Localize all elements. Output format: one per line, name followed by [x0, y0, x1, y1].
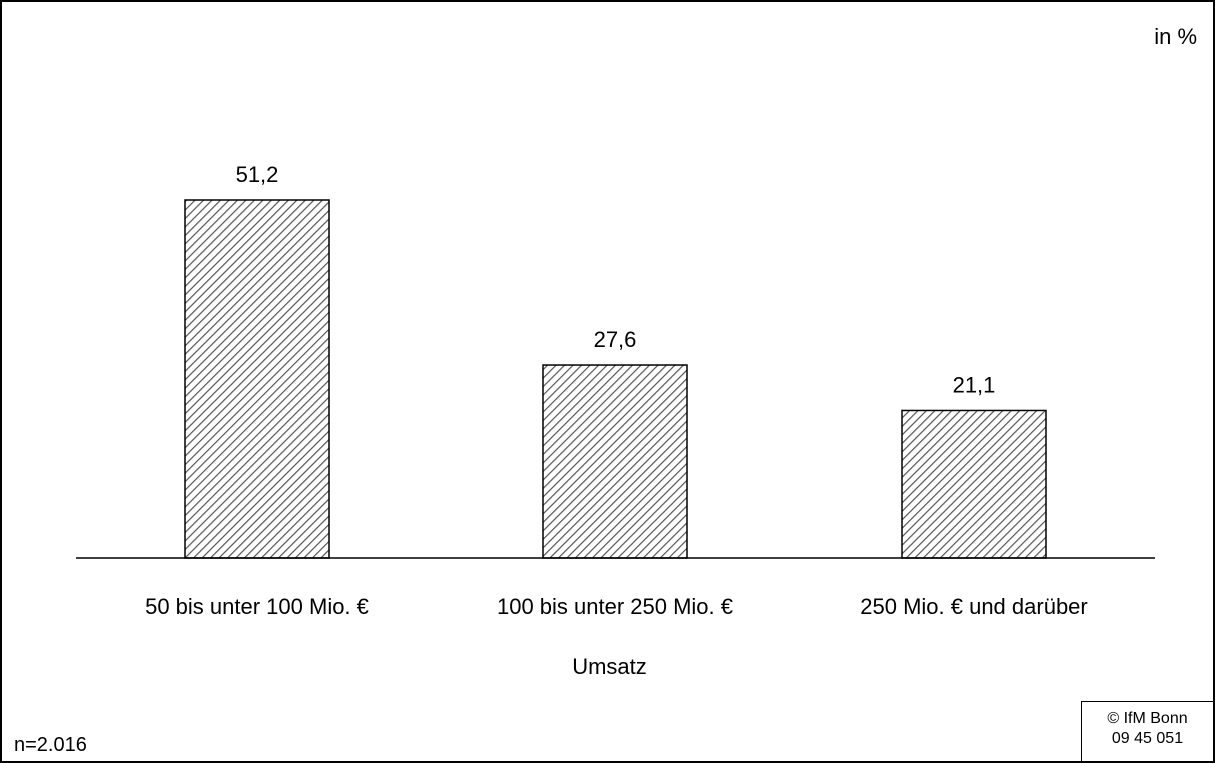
value-label-1: 51,2: [236, 162, 279, 187]
copyright-line-1: © IfM Bonn: [1107, 710, 1188, 727]
category-label-3: 250 Mio. € und darüber: [860, 594, 1088, 619]
bar-2: [542, 364, 688, 559]
unit-label: in %: [1154, 24, 1197, 49]
bar-1: [184, 199, 330, 559]
copyright-line-2: 09 45 051: [1111, 730, 1184, 747]
sample-size-note: n=2.016: [14, 734, 87, 756]
x-axis-title: Umsatz: [572, 654, 647, 679]
value-label-3: 21,1: [953, 372, 996, 397]
category-label-1: 50 bis unter 100 Mio. €: [145, 594, 369, 619]
copyright-box: © IfM Bonn 09 45 051: [1081, 701, 1213, 761]
value-label-2: 27,6: [594, 327, 637, 352]
bars-layer: 51,2 50 bis unter 100 Mio. € 27,6 100 bis u…: [145, 162, 1088, 619]
category-label-2: 100 bis unter 250 Mio. €: [497, 594, 733, 619]
bar-3: [901, 409, 1047, 559]
